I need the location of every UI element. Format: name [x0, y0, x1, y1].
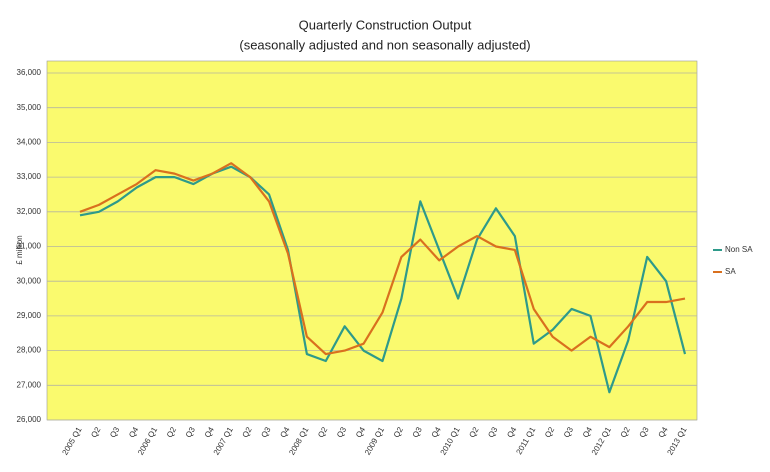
x-tick-label: Q3 [259, 425, 272, 439]
series-line [79, 165, 687, 394]
x-tick-label: Q2 [241, 425, 254, 439]
y-tick-label: 32,000 [17, 207, 42, 216]
y-axis-label: £ million [15, 235, 24, 264]
y-tick-label: 31,000 [17, 242, 42, 251]
x-tick-label: Q3 [638, 425, 651, 439]
x-tick-label: Q2 [316, 425, 329, 439]
x-tick-label: Q2 [543, 425, 556, 439]
legend-label: SA [725, 267, 736, 276]
x-tick-label: Q4 [657, 425, 670, 439]
x-tick-label: Q3 [411, 425, 424, 439]
x-tick-label: Q4 [581, 425, 594, 439]
x-tick-label: Q2 [619, 425, 632, 439]
x-tick-label: 2011 Q1 [514, 425, 537, 456]
x-tick-label: Q3 [335, 425, 348, 439]
y-tick-label: 36,000 [17, 68, 42, 77]
y-tick-label: 34,000 [17, 138, 42, 147]
x-tick-label: Q2 [467, 425, 480, 439]
x-tick-label: Q4 [127, 425, 140, 439]
y-tick-label: 26,000 [17, 415, 42, 424]
y-tick-label: 27,000 [17, 380, 42, 389]
x-tick-label: Q4 [203, 425, 216, 439]
x-tick-label: Q4 [354, 425, 367, 439]
x-tick-label: Q4 [430, 425, 443, 439]
x-tick-label: Q3 [486, 425, 499, 439]
x-tick-label: Q4 [278, 425, 291, 439]
y-tick-label: 35,000 [17, 103, 42, 112]
x-tick-label: Q2 [165, 425, 178, 439]
x-tick-label: Q2 [392, 425, 405, 439]
y-tick-label: 28,000 [17, 346, 42, 355]
y-tick-label: 29,000 [17, 311, 42, 320]
y-tick-label: 30,000 [17, 276, 42, 285]
legend-label: Non SA [725, 245, 753, 254]
chart-title: Quarterly Construction Output [299, 17, 472, 32]
x-tick-label: 2005 Q1 [60, 425, 83, 457]
series-line [79, 162, 686, 356]
x-tick-label: Q2 [89, 425, 102, 439]
y-tick-label: 33,000 [17, 172, 42, 181]
x-tick-label: Q3 [184, 425, 197, 439]
plot-area [46, 60, 698, 421]
x-tick-label: Q4 [505, 425, 518, 439]
chart-subtitle: (seasonally adjusted and non seasonally … [239, 37, 530, 52]
x-tick-label: Q3 [562, 425, 575, 439]
x-tick-label: Q3 [108, 425, 121, 439]
